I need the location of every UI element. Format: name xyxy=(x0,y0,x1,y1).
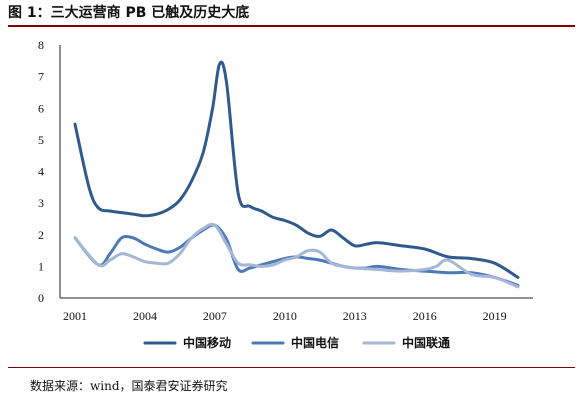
series-lines xyxy=(73,60,520,289)
x-tick-label: 2013 xyxy=(343,309,367,323)
figure-title: 图 1：三大运营商 PB 已触及历史大底 xyxy=(8,5,250,21)
y-tick-labels: 0 1 2 3 4 5 6 7 8 xyxy=(38,38,44,305)
y-tick-label: 6 xyxy=(38,101,44,115)
x-tick-label: 2010 xyxy=(273,309,297,323)
title-rule xyxy=(8,25,575,27)
x-tick-label: 2007 xyxy=(203,309,227,323)
legend-label-1: 中国移动 xyxy=(183,335,231,350)
y-tick-label: 7 xyxy=(38,70,44,84)
x-tick-label: 2004 xyxy=(133,309,157,323)
series-line-3 xyxy=(73,222,520,289)
y-tick-label: 1 xyxy=(38,259,44,273)
y-tick-label: 3 xyxy=(38,196,44,210)
chart-legend: 中国移动 中国电信 中国联通 xyxy=(143,335,450,350)
y-tick-label: 8 xyxy=(38,38,44,52)
series-line-2 xyxy=(73,223,520,287)
y-tick-label: 2 xyxy=(38,228,44,242)
chart-axes xyxy=(59,45,533,299)
x-tick-label: 2019 xyxy=(483,309,507,323)
x-tick-label: 2016 xyxy=(413,309,437,323)
y-tick-label: 5 xyxy=(38,133,44,147)
source-rule xyxy=(8,367,575,368)
source-note: 数据来源：wind，国泰君安证券研究 xyxy=(30,379,228,393)
y-tick-label: 0 xyxy=(38,291,44,305)
legend-label-3: 中国联通 xyxy=(402,335,450,350)
x-tick-label: 2001 xyxy=(63,309,87,323)
legend-label-2: 中国电信 xyxy=(291,335,339,350)
x-tick-labels: 2001 2004 2007 2010 2013 2016 2019 xyxy=(63,309,507,323)
y-tick-label: 4 xyxy=(38,165,44,179)
series-line-1 xyxy=(73,60,520,279)
